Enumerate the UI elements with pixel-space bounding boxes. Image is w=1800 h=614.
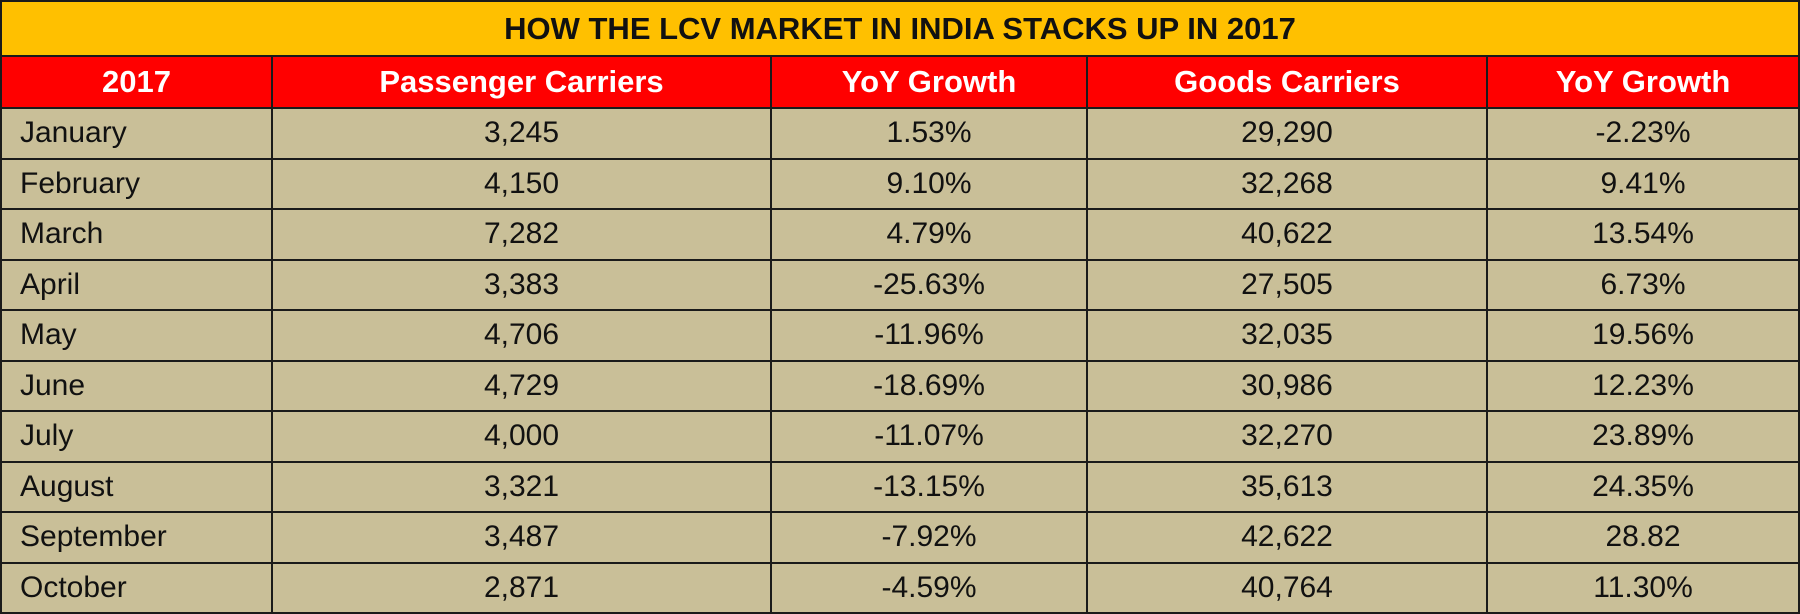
value-cell: 24.35% xyxy=(1486,460,1798,513)
value-cell: -7.92% xyxy=(770,511,1088,564)
header-row: 2017 Passenger Carriers YoY Growth Goods Ca… xyxy=(2,57,1798,109)
value-cell: 32,268 xyxy=(1086,157,1488,210)
value-cell: 4,729 xyxy=(271,359,772,412)
table-row: January 3,245 1.53% 29,290 -2.23% xyxy=(2,107,1798,160)
value-cell: -13.15% xyxy=(770,460,1088,513)
value-cell: 3,321 xyxy=(271,460,772,513)
month-cell: September xyxy=(2,511,273,564)
month-cell: June xyxy=(2,359,273,412)
value-cell: 7,282 xyxy=(271,208,772,261)
value-cell: 32,035 xyxy=(1086,309,1488,362)
value-cell: 35,613 xyxy=(1086,460,1488,513)
value-cell: -11.96% xyxy=(770,309,1088,362)
value-cell: 4,000 xyxy=(271,410,772,463)
table-row: September 3,487 -7.92% 42,622 28.82 xyxy=(2,511,1798,564)
value-cell: 40,622 xyxy=(1086,208,1488,261)
value-cell: 19.56% xyxy=(1486,309,1798,362)
value-cell: 9.41% xyxy=(1486,157,1798,210)
value-cell: -4.59% xyxy=(770,561,1088,614)
table-row: March 7,282 4.79% 40,622 13.54% xyxy=(2,208,1798,261)
value-cell: -25.63% xyxy=(770,258,1088,311)
value-cell: 30,986 xyxy=(1086,359,1488,412)
column-header: 2017 xyxy=(2,57,273,109)
value-cell: 9.10% xyxy=(770,157,1088,210)
month-cell: January xyxy=(2,107,273,160)
value-cell: 28.82 xyxy=(1486,511,1798,564)
month-cell: February xyxy=(2,157,273,210)
value-cell: 3,383 xyxy=(271,258,772,311)
value-cell: 2,871 xyxy=(271,561,772,614)
value-cell: 40,764 xyxy=(1086,561,1488,614)
column-header: YoY Growth xyxy=(1486,57,1798,109)
value-cell: 1.53% xyxy=(770,107,1088,160)
value-cell: 3,245 xyxy=(271,107,772,160)
month-cell: October xyxy=(2,561,273,614)
column-header: YoY Growth xyxy=(770,57,1088,109)
table-row: June 4,729 -18.69% 30,986 12.23% xyxy=(2,359,1798,412)
table-row: July 4,000 -11.07% 32,270 23.89% xyxy=(2,410,1798,463)
value-cell: 6.73% xyxy=(1486,258,1798,311)
column-header: Goods Carriers xyxy=(1086,57,1488,109)
value-cell: 4,150 xyxy=(271,157,772,210)
value-cell: 11.30% xyxy=(1486,561,1798,614)
value-cell: -18.69% xyxy=(770,359,1088,412)
table-row: October 2,871 -4.59% 40,764 11.30% xyxy=(2,561,1798,614)
column-header: Passenger Carriers xyxy=(271,57,772,109)
value-cell: 13.54% xyxy=(1486,208,1798,261)
data-table: 2017 Passenger Carriers YoY Growth Goods Ca… xyxy=(2,57,1798,614)
value-cell: -11.07% xyxy=(770,410,1088,463)
table-row: February 4,150 9.10% 32,268 9.41% xyxy=(2,157,1798,210)
value-cell: 4.79% xyxy=(770,208,1088,261)
value-cell: 23.89% xyxy=(1486,410,1798,463)
month-cell: July xyxy=(2,410,273,463)
table-row: April 3,383 -25.63% 27,505 6.73% xyxy=(2,258,1798,311)
value-cell: 29,290 xyxy=(1086,107,1488,160)
month-cell: April xyxy=(2,258,273,311)
month-cell: August xyxy=(2,460,273,513)
value-cell: -2.23% xyxy=(1486,107,1798,160)
value-cell: 32,270 xyxy=(1086,410,1488,463)
value-cell: 12.23% xyxy=(1486,359,1798,412)
value-cell: 27,505 xyxy=(1086,258,1488,311)
value-cell: 42,622 xyxy=(1086,511,1488,564)
table-row: August 3,321 -13.15% 35,613 24.35% xyxy=(2,460,1798,513)
month-cell: May xyxy=(2,309,273,362)
value-cell: 4,706 xyxy=(271,309,772,362)
table-title: HOW THE LCV MARKET IN INDIA STACKS UP IN… xyxy=(2,2,1798,57)
value-cell: 3,487 xyxy=(271,511,772,564)
table-row: May 4,706 -11.96% 32,035 19.56% xyxy=(2,309,1798,362)
month-cell: March xyxy=(2,208,273,261)
